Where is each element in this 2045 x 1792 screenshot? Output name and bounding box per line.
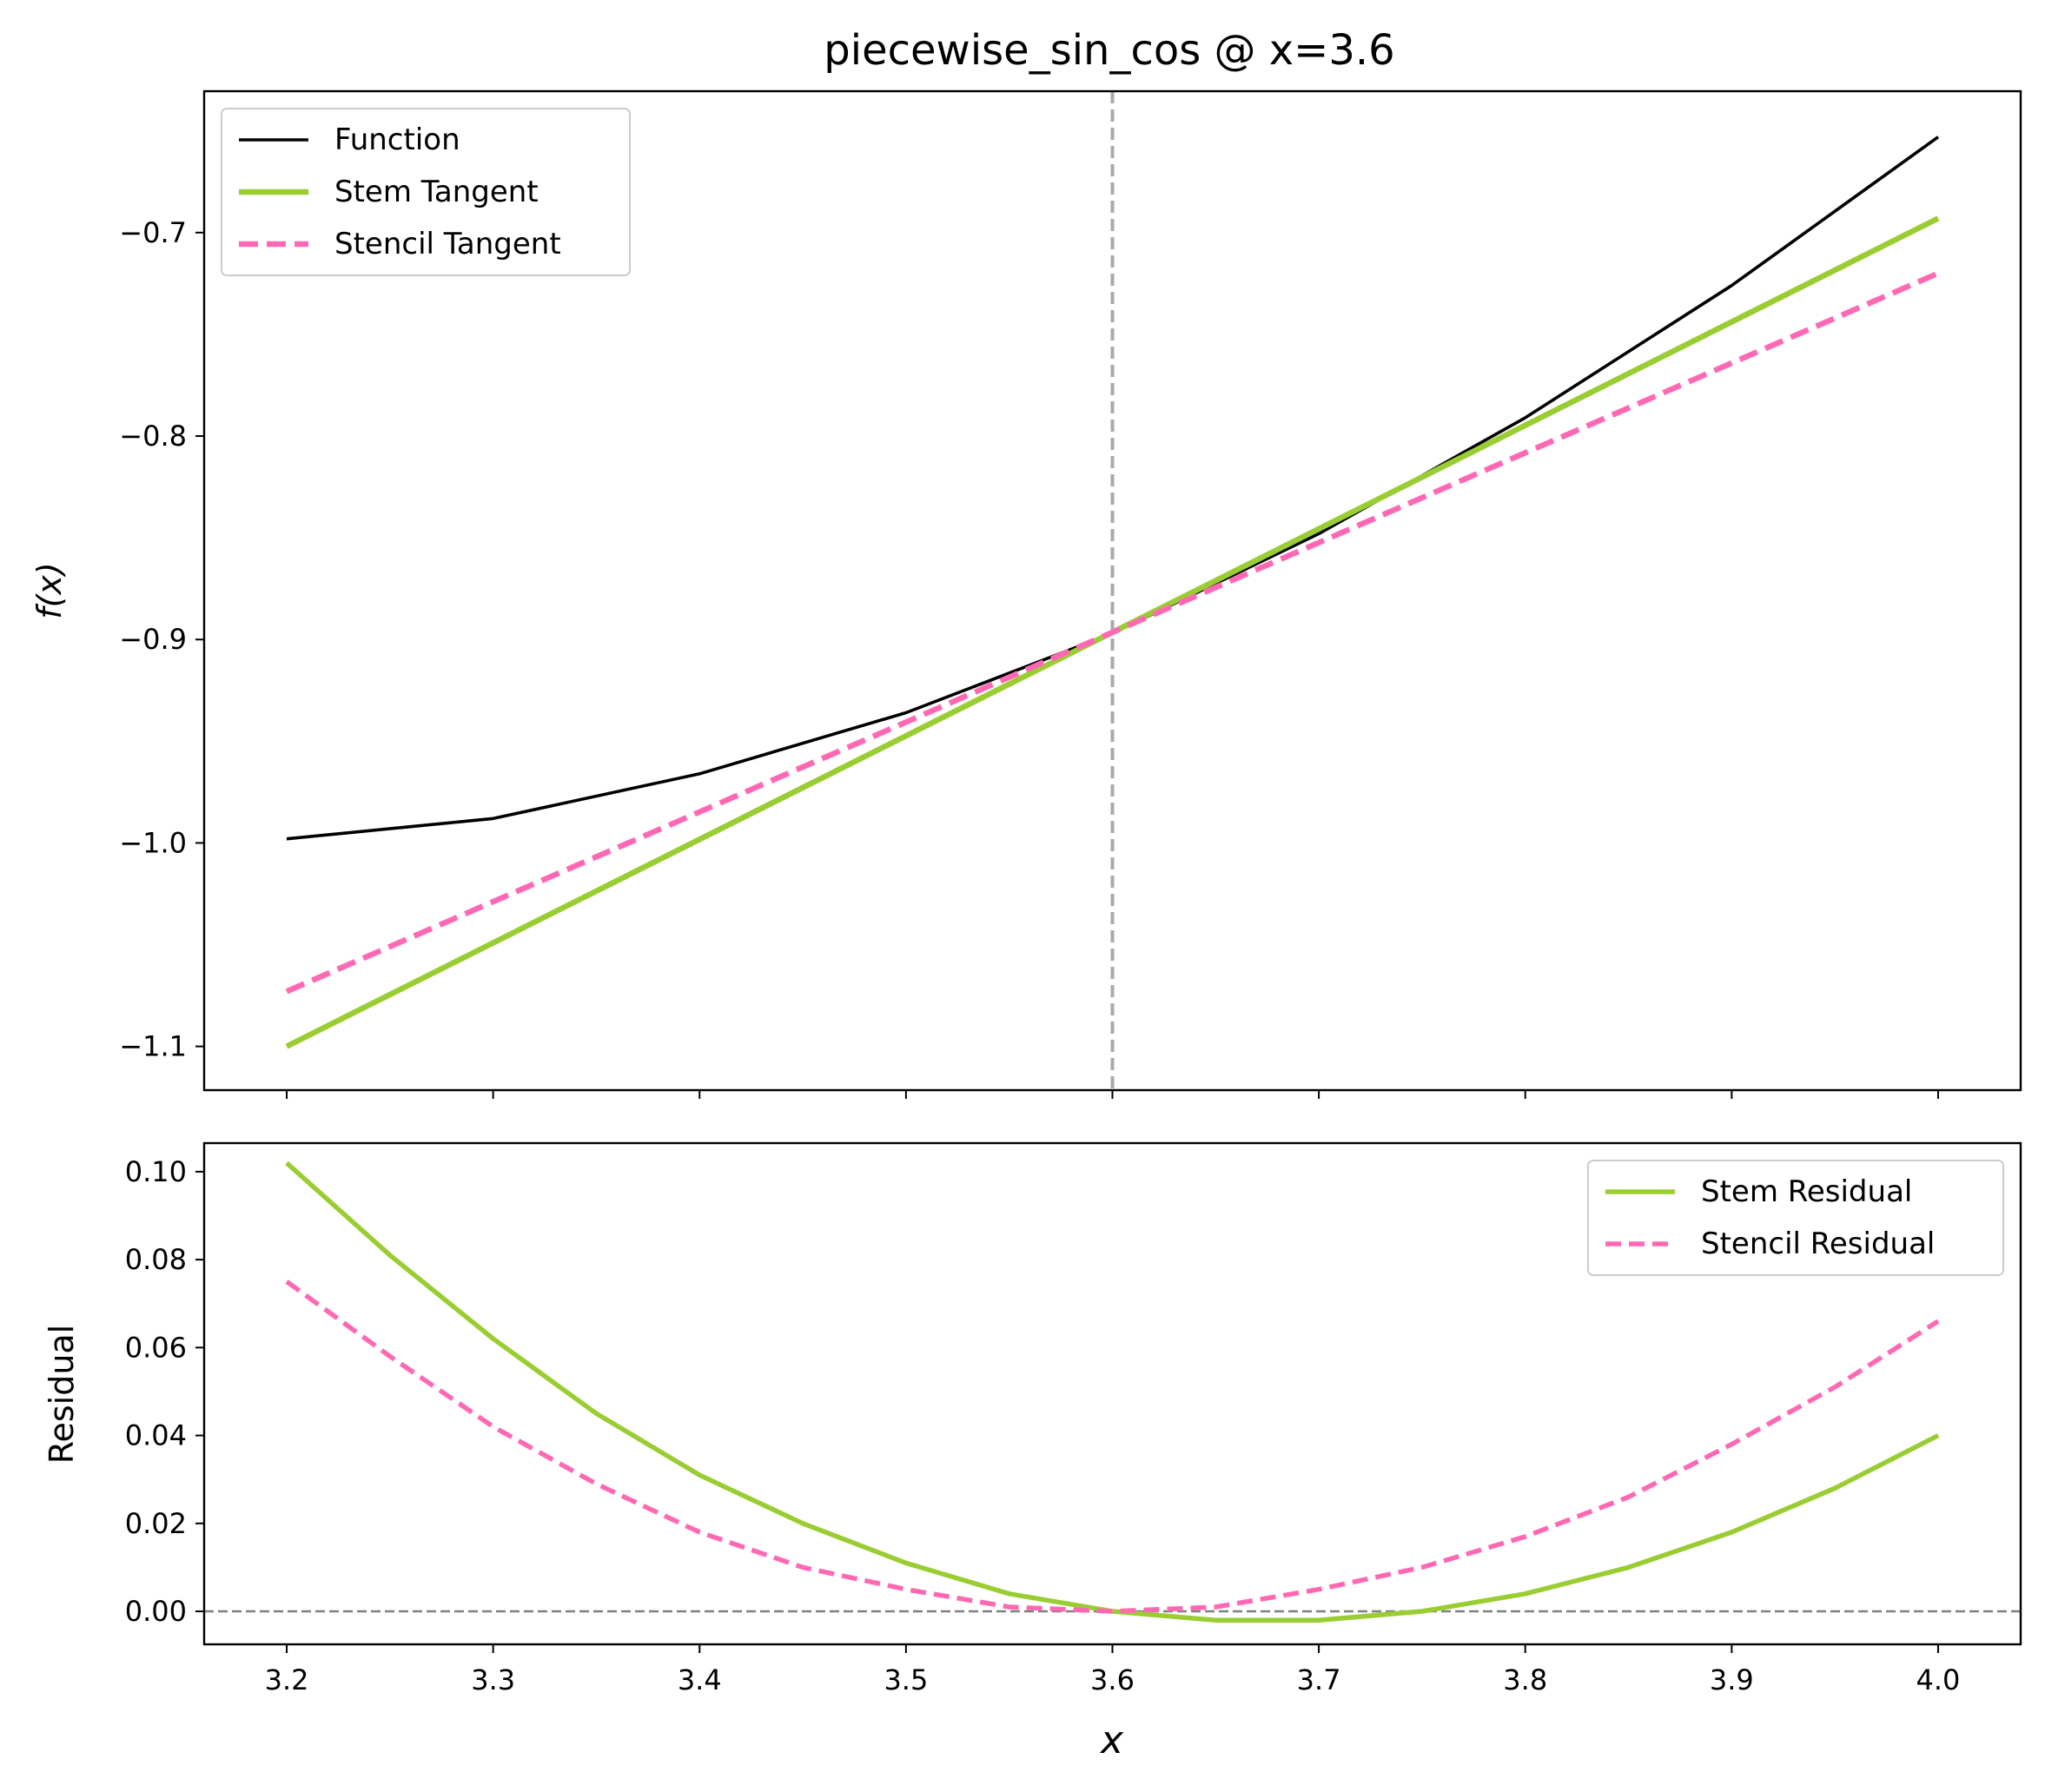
x-tick-label: 3.7 [1297,1663,1341,1696]
y-tick-label: −1.0 [119,826,187,859]
y-tick-label: −0.8 [119,420,187,453]
x-tick-label: 3.3 [471,1663,515,1696]
legend-label: Stem Tangent [334,175,539,209]
x-tick-label: 4.0 [1916,1663,1961,1696]
legend-label: Stencil Tangent [334,227,561,261]
x-tick-label: 3.4 [678,1663,722,1696]
legend-label: Stencil Residual [1701,1227,1935,1261]
y-tick-label: 0.00 [125,1595,187,1628]
legend-box [1587,1160,2004,1276]
y-tick-label: 0.06 [125,1331,187,1364]
bottom-y-axis-label: Residual [43,1325,81,1464]
top-series-group [285,91,1940,1090]
y-tick-label: 0.10 [125,1155,187,1188]
chart-title: piecewise_sin_cos @ x=3.6 [824,26,1394,75]
legend-label: Stem Residual [1701,1174,1912,1209]
x-tick-label: 3.5 [884,1663,928,1696]
x-tick-label: 3.8 [1503,1663,1547,1696]
legend-box [221,108,631,276]
top-y-axis-label: f(x) [30,562,69,619]
bottom-axes: 0.00 0.02 0.04 0.06 0.08 0.10 3.2 3.3 3.4 3.5 3.6 3… [125,1155,1961,1696]
y-tick-label: 0.08 [125,1243,187,1276]
bottom-legend: Stem Residual Stencil Residual [1587,1160,2004,1276]
y-tick-label: 0.04 [125,1419,187,1452]
top-legend: Function Stem Tangent Stencil Tangent [221,108,631,276]
y-tick-label: −1.1 [119,1030,187,1063]
series-line-stencil-residual [285,1280,1940,1614]
y-tick-label: −0.9 [119,623,187,656]
x-axis-label: x [1099,1718,1124,1762]
x-tick-label: 3.2 [265,1663,309,1696]
top-panel: −1.1 −1.0 −0.9 −0.8 −0.7 f(x) Function Stem T… [30,89,2022,1099]
legend-label: Function [334,122,460,157]
bottom-panel: 0.00 0.02 0.04 0.06 0.08 0.10 3.2 3.3 3.4 3.5 3.6 3… [43,1141,2022,1762]
x-tick-label: 3.9 [1710,1663,1754,1696]
series-line-stencil-tangent [285,270,1940,995]
y-tick-label: 0.02 [125,1507,187,1540]
bottom-series-group [204,1161,2021,1623]
x-tick-label: 3.6 [1090,1663,1135,1696]
y-tick-label: −0.7 [119,216,187,249]
top-axes: −1.1 −1.0 −0.9 −0.8 −0.7 [119,216,1939,1099]
